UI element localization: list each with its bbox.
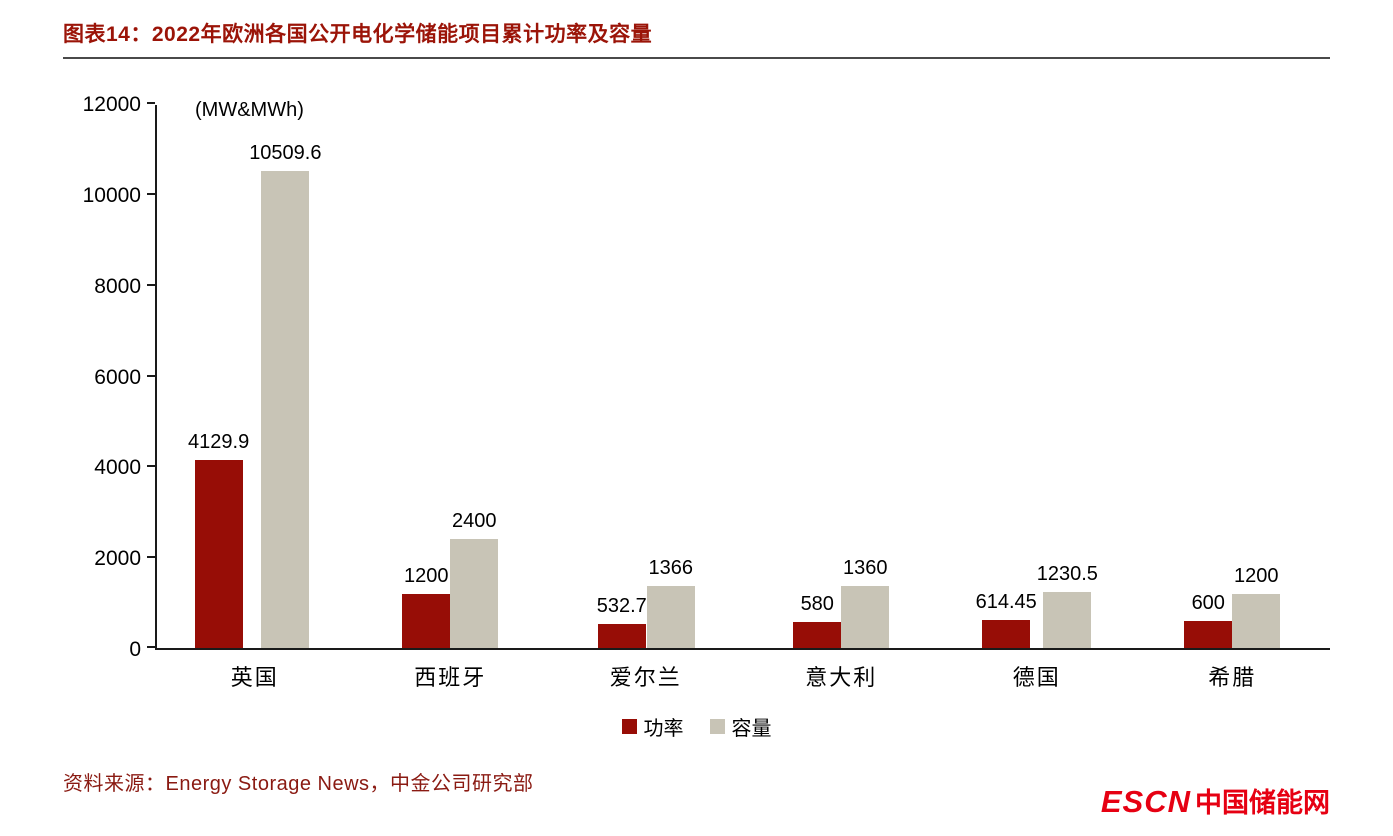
chart-title: 图表14：2022年欧洲各国公开电化学储能项目累计功率及容量 bbox=[63, 23, 653, 46]
bar bbox=[793, 621, 842, 648]
bar-value-label: 1366 bbox=[648, 556, 694, 579]
x-axis-category-label: 爱尔兰 bbox=[609, 665, 682, 690]
legend-item: 功率 bbox=[621, 712, 684, 741]
bar bbox=[646, 585, 695, 648]
bar-value-label: 600 bbox=[1191, 591, 1225, 614]
x-axis-category-label: 希腊 bbox=[1208, 665, 1257, 690]
plot-area: (MW&MWh) 4129.9 10509.6 英国 1200 2400 西班牙 532.7… bbox=[147, 99, 1331, 690]
bar-column: 614.45 bbox=[976, 105, 1037, 648]
y-axis-tick bbox=[147, 465, 155, 468]
bar-group: 532.7 1366 爱尔兰 bbox=[548, 105, 744, 690]
y-axis-tick bbox=[147, 646, 155, 648]
bar-column: 1360 bbox=[841, 105, 890, 648]
bar-column: 2400 bbox=[450, 105, 499, 648]
bar-group: 600 1200 希腊 bbox=[1135, 105, 1331, 690]
y-axis-tick-label: 12000 bbox=[82, 93, 141, 116]
x-axis-category-label: 英国 bbox=[230, 665, 279, 690]
bar-value-label: 1200 bbox=[404, 564, 449, 587]
bar-value-label: 1200 bbox=[1234, 564, 1279, 587]
bar-column: 1200 bbox=[1232, 105, 1281, 648]
bar-column: 4129.9 bbox=[188, 105, 249, 648]
legend-item: 容量 bbox=[709, 712, 772, 741]
bar-value-label: 1360 bbox=[843, 557, 888, 580]
y-axis-tick-label: 4000 bbox=[94, 456, 141, 480]
legend: 功率 容量 bbox=[0, 712, 1393, 741]
bar-column: 532.7 bbox=[597, 105, 647, 648]
unit-label: (MW&MWh) bbox=[195, 99, 304, 121]
y-axis-tick bbox=[147, 102, 155, 104]
x-axis-category-label: 西班牙 bbox=[414, 665, 487, 690]
bar-value-label: 10509.6 bbox=[249, 141, 322, 164]
bar bbox=[1043, 592, 1092, 648]
bar-value-label: 1230.5 bbox=[1036, 563, 1098, 586]
x-axis-category-label: 德国 bbox=[1012, 665, 1061, 690]
y-axis-labels: 0 2000 4000 6000 8000 10000 12000 bbox=[63, 93, 155, 661]
y-axis-tick-label: 0 bbox=[129, 638, 141, 661]
bar-value-label: 2400 bbox=[452, 510, 497, 532]
y-axis-tick-label: 8000 bbox=[94, 274, 141, 298]
y-axis-tick bbox=[147, 283, 155, 286]
escn-site-name: 中国储能网 bbox=[1195, 788, 1330, 818]
bar-column: 1200 bbox=[402, 105, 451, 648]
y-axis-tick bbox=[147, 192, 155, 195]
bar-group: 1200 2400 西班牙 bbox=[353, 105, 549, 690]
y-axis-tick bbox=[147, 556, 155, 559]
bar bbox=[261, 170, 310, 648]
bar-value-label: 4129.9 bbox=[188, 431, 250, 454]
bar-value-label: 580 bbox=[800, 592, 834, 615]
legend-swatch bbox=[621, 719, 637, 734]
bar bbox=[194, 460, 243, 648]
bar bbox=[450, 539, 499, 648]
y-axis-tick bbox=[147, 374, 155, 377]
bar-value-label: 614.45 bbox=[975, 591, 1037, 614]
bar bbox=[841, 586, 890, 648]
bar-group: 614.45 1230.5 德国 bbox=[939, 105, 1135, 690]
source-note: 资料来源：Energy Storage News，中金公司研究部 bbox=[63, 773, 534, 795]
chart-header: 图表14：2022年欧洲各国公开电化学储能项目累计功率及容量 bbox=[0, 0, 1393, 59]
bar-column: 580 bbox=[793, 105, 842, 648]
legend-label: 功率 bbox=[643, 718, 684, 740]
bar-value-label: 532.7 bbox=[596, 594, 647, 617]
bar bbox=[1184, 620, 1233, 648]
y-axis-tick-label: 2000 bbox=[94, 547, 141, 571]
legend-label: 容量 bbox=[731, 718, 772, 740]
title-divider bbox=[63, 57, 1330, 59]
bar-column: 600 bbox=[1184, 105, 1233, 648]
bar bbox=[982, 620, 1031, 648]
legend-swatch bbox=[709, 719, 725, 734]
bar-group: 4129.9 10509.6 英国 bbox=[157, 105, 353, 690]
bar-chart: 0 2000 4000 6000 8000 10000 12000 (MW&MWh) 412… bbox=[63, 93, 1331, 690]
bar bbox=[1232, 593, 1281, 648]
bar-group: 580 1360 意大利 bbox=[744, 105, 940, 690]
bar-column: 10509.6 bbox=[249, 105, 321, 648]
y-axis-tick-label: 10000 bbox=[82, 183, 141, 207]
bar bbox=[597, 623, 646, 648]
x-axis-category-label: 意大利 bbox=[805, 665, 878, 690]
bar-column: 1366 bbox=[646, 105, 695, 648]
escn-logo: ESCN 中国储能网 bbox=[1101, 781, 1330, 820]
y-axis-tick-label: 6000 bbox=[94, 365, 141, 389]
bar bbox=[402, 593, 451, 648]
escn-logo-text: ESCN bbox=[1100, 784, 1191, 819]
bar-column: 1230.5 bbox=[1037, 105, 1098, 648]
